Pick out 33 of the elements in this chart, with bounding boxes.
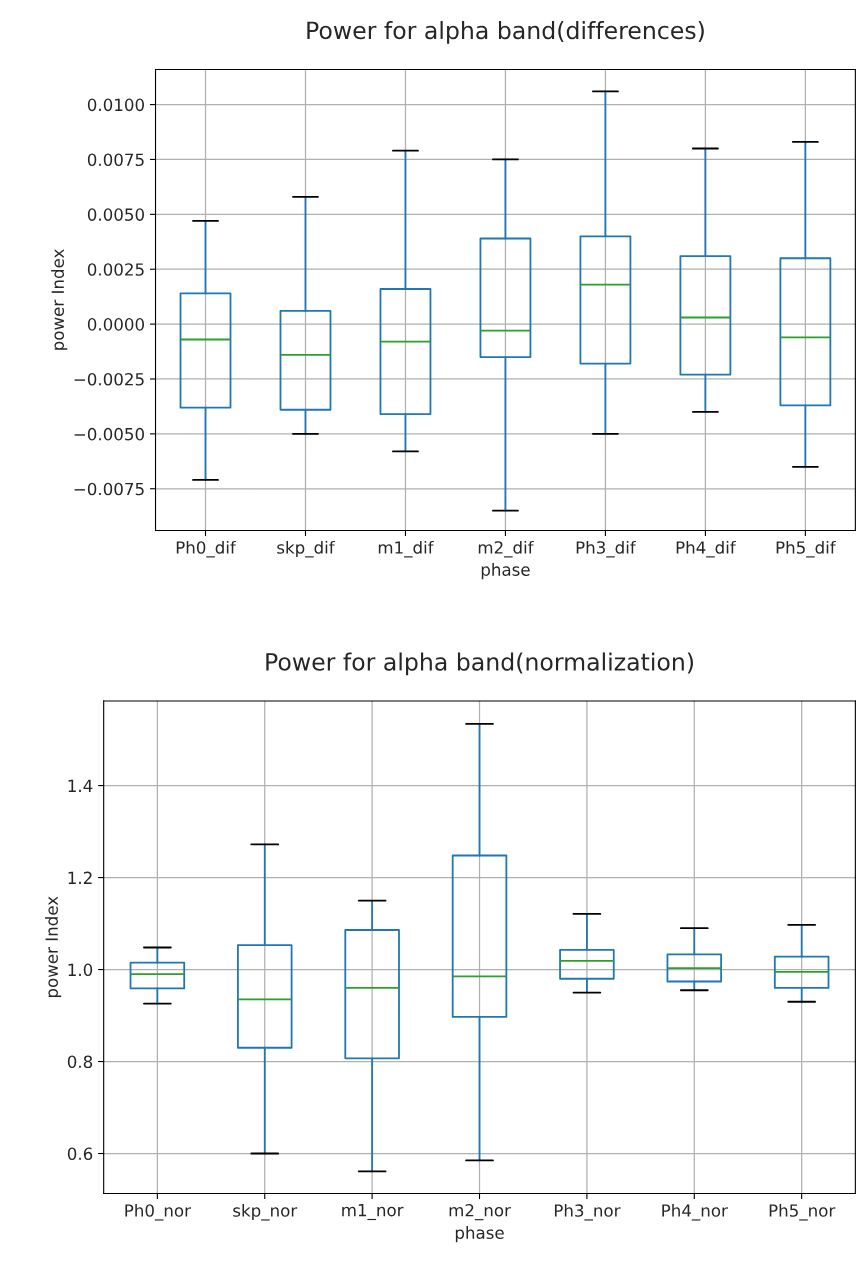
x-axis-title: phase [455,1226,504,1243]
y-tick-label: 1.4 [68,779,93,792]
x-tick-label: m1_dif [378,540,434,558]
x-tick-label: skp_dif [277,540,335,558]
x-tick-label: m2_dif [478,540,534,558]
y-tick-label: 0.0000 [87,318,144,331]
x-tick-label: Ph4_nor [662,1203,728,1221]
y-tick-label: 0.0050 [87,208,144,221]
y-tick-label: 0.8 [67,1055,93,1069]
y-tick-label: 1.0 [68,963,93,977]
x-tick-label: Ph5_nor [769,1203,836,1221]
x-tick-label: skp_nor [233,1203,298,1221]
chart-title: Power for alpha band(normalization) [266,652,693,676]
y-tick-label: −0.0075 [74,482,144,496]
x-tick-label: m1_nor [342,1204,404,1221]
x-tick-label: Ph3_nor [554,1203,621,1221]
x-tick-label: Ph4_dif [676,540,737,558]
x-tick-label: m2_nor [449,1203,511,1221]
x-axis-title: phase [481,563,530,580]
x-tick-label: Ph5_dif [776,540,836,558]
y-axis-title: power Index [51,249,68,350]
y-tick-label: −0.0050 [74,427,144,441]
y-tick-label: 0.0025 [87,263,144,276]
y-tick-label: 0.6 [67,1147,93,1161]
x-tick-label: Ph0_dif [176,540,237,558]
y-axis-title: power Index [45,896,62,998]
y-tick-label: 1.2 [68,871,92,884]
chart-title: Power for alpha band(differences) [307,20,704,44]
x-tick-label: Ph3_dif [576,540,637,558]
y-tick-label: 0.0075 [87,153,144,167]
y-tick-label: 0.0100 [87,98,144,112]
y-tick-label: −0.0025 [74,372,144,386]
x-tick-label: Ph0_nor [125,1203,191,1221]
